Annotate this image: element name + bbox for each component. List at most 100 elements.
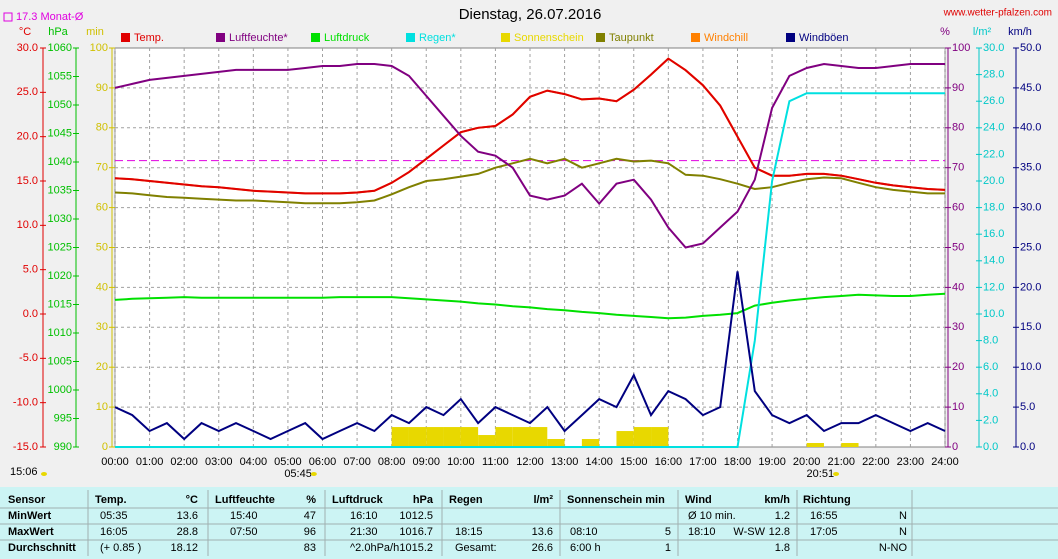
y-tick-label: 26.0 [983, 95, 1004, 107]
y-tick-label: 60 [96, 202, 108, 214]
y-tick-label: 35.0 [1020, 162, 1041, 174]
y-tick-label: -15.0 [13, 441, 38, 453]
y-tick-label: 15.0 [17, 175, 38, 187]
sunshine-bar [547, 439, 565, 447]
y-tick-label: 30.0 [983, 42, 1004, 54]
y-tick-label: 80 [96, 122, 108, 134]
y-tick-label: 60 [952, 202, 964, 214]
y-tick-label: 12.0 [983, 281, 1004, 293]
y-tick-label: -10.0 [13, 397, 38, 409]
sun-event-mark [310, 472, 317, 476]
sun-event: 05:45 [284, 468, 312, 480]
table-cell: 12.8 [769, 526, 790, 538]
sunshine-bar [581, 439, 600, 447]
x-tick-label: 10:00 [447, 456, 475, 468]
table-cell: 13.6 [177, 510, 198, 522]
y-tick-label: 4.0 [983, 388, 998, 400]
sunshine-bar [806, 443, 824, 447]
axis-unit: % [940, 26, 950, 38]
axis-unit: °C [19, 26, 31, 38]
x-tick-label: 09:00 [412, 456, 440, 468]
y-tick-label: 1060 [48, 42, 72, 54]
table-cell: 08:10 [570, 526, 598, 538]
table-cell: N [899, 526, 907, 538]
y-tick-label: 1030 [48, 213, 72, 225]
y-tick-label: 20 [96, 361, 108, 373]
reference-icon [3, 12, 13, 22]
y-tick-label: 1015 [48, 298, 72, 310]
table-header: °C [186, 494, 198, 506]
y-tick-label: 90 [96, 82, 108, 94]
y-tick-label: 10 [952, 401, 964, 413]
table-cell: 1015.2 [399, 542, 433, 554]
source: www.wetter-pfalzen.com [943, 8, 1052, 19]
table-header: l/m² [533, 494, 553, 506]
y-tick-label: 90 [952, 82, 964, 94]
y-tick-label: 80 [952, 122, 964, 134]
y-tick-label: 100 [90, 42, 108, 54]
x-tick-label: 07:00 [343, 456, 371, 468]
table-cell: 16:10 [350, 510, 378, 522]
time-label: 15:06 [10, 466, 38, 478]
y-tick-label: 30.0 [17, 42, 38, 54]
legend-swatch [311, 33, 320, 42]
x-tick-label: 23:00 [897, 456, 925, 468]
y-tick-label: 6.0 [983, 361, 998, 373]
x-tick-label: 06:00 [309, 456, 337, 468]
legend-label: Sonnenschein [514, 32, 584, 44]
x-tick-label: 12:00 [516, 456, 544, 468]
table-cell: 16:55 [810, 510, 838, 522]
table-cell: 17:05 [810, 526, 838, 538]
sunshine-bar [512, 427, 530, 447]
y-tick-label: 1020 [48, 270, 72, 282]
y-tick-label: 30 [96, 321, 108, 333]
table-cell: 13.6 [532, 526, 553, 538]
legend-label: Windchill [704, 32, 748, 44]
table-cell: 28.8 [177, 526, 198, 538]
x-tick-label: 08:00 [378, 456, 406, 468]
sunshine-bar [841, 443, 859, 447]
table-cell: 1012.5 [399, 510, 433, 522]
table-cell: Gesamt: [455, 542, 497, 554]
y-tick-label: 70 [952, 162, 964, 174]
y-tick-label: 20.0 [17, 131, 38, 143]
table-cell: 18:15 [455, 526, 483, 538]
y-tick-label: 40 [96, 281, 108, 293]
y-tick-label: 40.0 [1020, 122, 1041, 134]
sunshine-bar [616, 431, 634, 447]
y-tick-label: 10.0 [1020, 361, 1041, 373]
y-tick-label: 5.0 [1020, 401, 1035, 413]
y-tick-label: 20.0 [1020, 281, 1041, 293]
y-tick-label: 1010 [48, 327, 72, 339]
sunshine-bar [443, 427, 461, 447]
table-cell: 26.6 [532, 542, 553, 554]
table-cell: N-NO [879, 542, 908, 554]
table-cell: 1.2 [775, 510, 790, 522]
sunshine-bar [633, 427, 652, 447]
table-cell: (+ 0.85 ) [100, 542, 141, 554]
table-cell: N [899, 510, 907, 522]
table-header: Luftdruck [332, 494, 384, 506]
table-cell: 15:40 [230, 510, 258, 522]
reference-label: 17.3 Monat-Ø [16, 11, 84, 23]
y-tick-label: 1005 [48, 355, 72, 367]
x-tick-label: 04:00 [240, 456, 268, 468]
table-cell: 1016.7 [399, 526, 433, 538]
y-tick-label: 1040 [48, 156, 72, 168]
table-cell: W-SW [733, 526, 765, 538]
x-tick-label: 15:00 [620, 456, 648, 468]
y-tick-label: 30 [952, 321, 964, 333]
y-tick-label: 100 [952, 42, 970, 54]
sunshine-bar [408, 427, 427, 447]
table-header: Richtung [803, 494, 851, 506]
y-tick-label: 0.0 [23, 308, 38, 320]
table-cell: ^2.0hPa/h [350, 542, 399, 554]
y-tick-label: 5.0 [23, 264, 38, 276]
y-tick-label: 28.0 [983, 69, 1004, 81]
y-tick-label: 8.0 [983, 335, 998, 347]
table-cell: 6:00 h [570, 542, 601, 554]
y-tick-label: 10 [96, 401, 108, 413]
table-cell: 07:50 [230, 526, 258, 538]
table-header: km/h [764, 494, 790, 506]
table-cell: 18.12 [170, 542, 198, 554]
